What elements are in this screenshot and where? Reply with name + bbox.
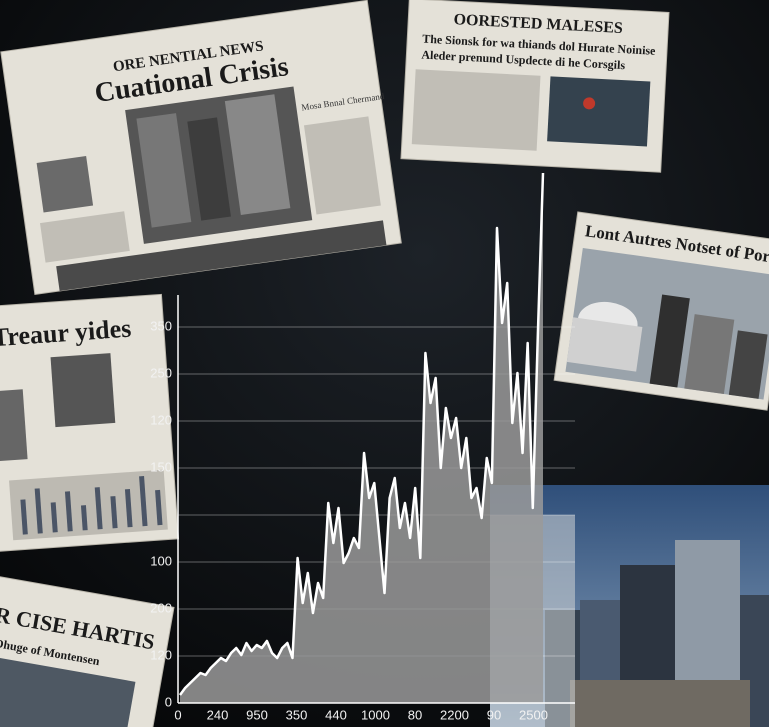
x-tick-label: 80 (408, 707, 422, 722)
y-tick-label: 150 (150, 459, 172, 474)
y-tick-label: 250 (150, 365, 172, 380)
y-tick-label: 100 (150, 553, 172, 568)
y-tick-label: 350 (150, 318, 172, 333)
newspaper: OORESTED MALESES The Sionsk for wa thian… (400, 0, 670, 173)
y-tick-label: 0 (165, 694, 172, 709)
x-tick-label: 0 (174, 707, 181, 722)
x-tick-label: 90 (487, 707, 501, 722)
x-tick-label: 240 (207, 707, 229, 722)
x-tick-label: 350 (286, 707, 308, 722)
y-tick-label: 120 (150, 647, 172, 662)
newspaper: ORE NENTIAL NEWS Cuational Crisis Mosa B… (0, 0, 402, 296)
x-tick-label: 1000 (361, 707, 390, 722)
x-tick-label: 950 (246, 707, 268, 722)
x-tick-label: 2500 (519, 707, 548, 722)
x-tick-label: 2200 (440, 707, 469, 722)
line (178, 172, 545, 696)
x-tick-label: 440 (325, 707, 347, 722)
plot-area: 350 250 120 150 100 200 120 00 240 950 350 440 1000 8… (150, 172, 575, 722)
area-fill (180, 173, 543, 703)
y-tick-label: 120 (150, 412, 172, 427)
y-tick-label: 200 (150, 600, 172, 615)
newspaper: Treaur yides (0, 293, 180, 552)
newspaper: R CISE HARTIS Dhuge of Montensen (0, 574, 175, 727)
newspaper: Lont Autres Notset of Porn (553, 211, 769, 411)
